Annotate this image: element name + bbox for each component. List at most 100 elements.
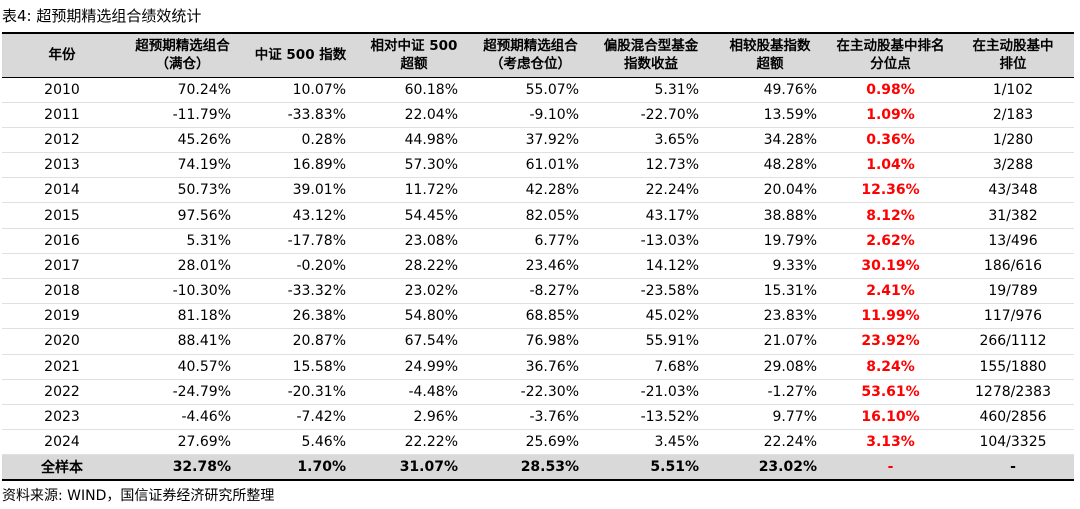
table-cell: -3.76% bbox=[470, 404, 591, 431]
table-cell: 82.05% bbox=[470, 202, 591, 229]
column-header: 在主动股基中排名 分位点 bbox=[829, 32, 952, 78]
table-cell: 2018 bbox=[2, 278, 122, 305]
table-cell: 30.19% bbox=[829, 253, 952, 280]
table-cell: 81.18% bbox=[122, 303, 243, 330]
table-cell: 9.77% bbox=[711, 404, 829, 431]
table-cell: -17.78% bbox=[243, 228, 358, 254]
table-cell: 2.41% bbox=[829, 278, 952, 305]
table-cell: 104/3325 bbox=[952, 429, 1074, 456]
table-cell: -20.31% bbox=[243, 379, 358, 405]
table-cell: -33.32% bbox=[243, 278, 358, 305]
column-header-line: 分位点 bbox=[870, 56, 911, 73]
table-cell: 2015 bbox=[2, 202, 122, 229]
table-cell: 32.78% bbox=[122, 454, 243, 482]
table-cell: -33.83% bbox=[243, 102, 358, 128]
table-cell: 266/1112 bbox=[952, 328, 1074, 355]
table-cell: 20.04% bbox=[711, 177, 829, 204]
table-cell: 97.56% bbox=[122, 202, 243, 229]
table-cell: 22.24% bbox=[711, 429, 829, 456]
performance-table: 年份 超预期精选组合 （满仓） 中证 500 指数 相对中证 500 超额 超预期精选组合（… bbox=[2, 32, 1074, 482]
table-cell: 2/183 bbox=[952, 102, 1074, 128]
table-cell: 39.01% bbox=[243, 177, 358, 204]
column-header-line: （考虑仓位） bbox=[490, 56, 571, 73]
table-cell: 3/288 bbox=[952, 152, 1074, 179]
table-cell: -7.42% bbox=[243, 404, 358, 431]
table-cell: 2024 bbox=[2, 429, 122, 456]
table-cell: 2010 bbox=[2, 77, 122, 103]
table-cell: 28.22% bbox=[358, 253, 470, 280]
table-cell: -11.79% bbox=[122, 102, 243, 128]
column-header-line: 年份 bbox=[48, 47, 76, 64]
table-cell: -13.52% bbox=[591, 404, 711, 431]
table-cell: 2023 bbox=[2, 404, 122, 431]
table-cell: 22.04% bbox=[358, 102, 470, 128]
table-cell: -8.27% bbox=[470, 278, 591, 305]
table-cell: 76.98% bbox=[470, 328, 591, 355]
table-cell: 11.99% bbox=[829, 303, 952, 330]
table-cell: - bbox=[829, 454, 952, 482]
table-cell: 54.45% bbox=[358, 202, 470, 229]
table-cell: 0.36% bbox=[829, 127, 952, 154]
table-cell: 21.07% bbox=[711, 328, 829, 355]
column-header: 中证 500 指数 bbox=[243, 32, 358, 78]
table-cell: 2021 bbox=[2, 354, 122, 380]
table-cell: 全样本 bbox=[2, 454, 122, 482]
table-cell: 53.61% bbox=[829, 379, 952, 405]
table-cell: 23.02% bbox=[711, 454, 829, 482]
table-body: 2010 70.24% 10.07% 60.18% 55.07% 5.31% 49.76% 0… bbox=[2, 77, 1074, 482]
table-cell: 19.79% bbox=[711, 228, 829, 254]
table-cell: 70.24% bbox=[122, 77, 243, 103]
table-row: 2021 40.57% 15.58% 24.99% 36.76% 7.68% 29.08% 8… bbox=[2, 354, 1074, 380]
header-row: 年份 超预期精选组合 （满仓） 中证 500 指数 相对中证 500 超额 超预期精选组合（… bbox=[2, 32, 1074, 78]
table-cell: 23.92% bbox=[829, 328, 952, 355]
table-cell: 43.12% bbox=[243, 202, 358, 229]
table-cell: 60.18% bbox=[358, 77, 470, 103]
table-row: 2014 50.73% 39.01% 11.72% 42.28% 22.24% 20.04%… bbox=[2, 177, 1074, 204]
table-row: 2022 -24.79% -20.31% -4.48% -22.30% -21.03% -1… bbox=[2, 379, 1074, 405]
table-cell: 67.54% bbox=[358, 328, 470, 355]
column-header: 年份 bbox=[2, 32, 122, 78]
table-cell: - bbox=[952, 454, 1074, 482]
table-cell: 45.02% bbox=[591, 303, 711, 330]
table-cell: 3.45% bbox=[591, 429, 711, 456]
table-cell: 54.80% bbox=[358, 303, 470, 330]
table-cell: 23.46% bbox=[470, 253, 591, 280]
table-cell: -0.20% bbox=[243, 253, 358, 280]
table-cell: 23.83% bbox=[711, 303, 829, 330]
table-cell: 40.57% bbox=[122, 354, 243, 380]
column-header-line: 超预期精选组合 bbox=[135, 38, 230, 55]
table-caption: 表4: 超预期精选组合绩效统计 bbox=[2, 7, 202, 25]
table-cell: 1278/2383 bbox=[952, 379, 1074, 405]
column-header: 在主动股基中 排位 bbox=[952, 32, 1074, 78]
table-cell: 2019 bbox=[2, 303, 122, 330]
column-header: 相对中证 500 超额 bbox=[358, 32, 470, 78]
table-cell: 2012 bbox=[2, 127, 122, 154]
table-cell: 1/280 bbox=[952, 127, 1074, 154]
table-cell: 117/976 bbox=[952, 303, 1074, 330]
table-cell: -22.70% bbox=[591, 102, 711, 128]
column-header-line: 在主动股基中 bbox=[972, 38, 1054, 55]
table-cell: 49.76% bbox=[711, 77, 829, 103]
table-cell: 61.01% bbox=[470, 152, 591, 179]
table-cell: 7.68% bbox=[591, 354, 711, 380]
table-cell: -10.30% bbox=[122, 278, 243, 305]
table-row: 2015 97.56% 43.12% 54.45% 82.05% 43.17% 38.88%… bbox=[2, 202, 1074, 229]
table-cell: 74.19% bbox=[122, 152, 243, 179]
table-cell: 29.08% bbox=[711, 354, 829, 380]
table-cell: 48.28% bbox=[711, 152, 829, 179]
table-cell: 26.38% bbox=[243, 303, 358, 330]
table-cell: 45.26% bbox=[122, 127, 243, 154]
column-header: 超预期精选组合 （考虑仓位） bbox=[470, 32, 591, 78]
table-cell: 1.09% bbox=[829, 102, 952, 128]
table-cell: 1/102 bbox=[952, 77, 1074, 103]
table-cell: 2011 bbox=[2, 102, 122, 128]
table-row: 2012 45.26% 0.28% 44.98% 37.92% 3.65% 34.28% 0.… bbox=[2, 127, 1074, 154]
table-cell: 1.04% bbox=[829, 152, 952, 179]
table-cell: 1.70% bbox=[243, 454, 358, 482]
column-header-line: 超预期精选组合 bbox=[483, 38, 578, 55]
column-header-line: 偏股混合型基金 bbox=[603, 38, 699, 55]
column-header: 相较股基指数 超额 bbox=[711, 32, 829, 78]
table-cell: 2022 bbox=[2, 379, 122, 405]
table-cell: 9.33% bbox=[711, 253, 829, 280]
table-cell: -21.03% bbox=[591, 379, 711, 405]
